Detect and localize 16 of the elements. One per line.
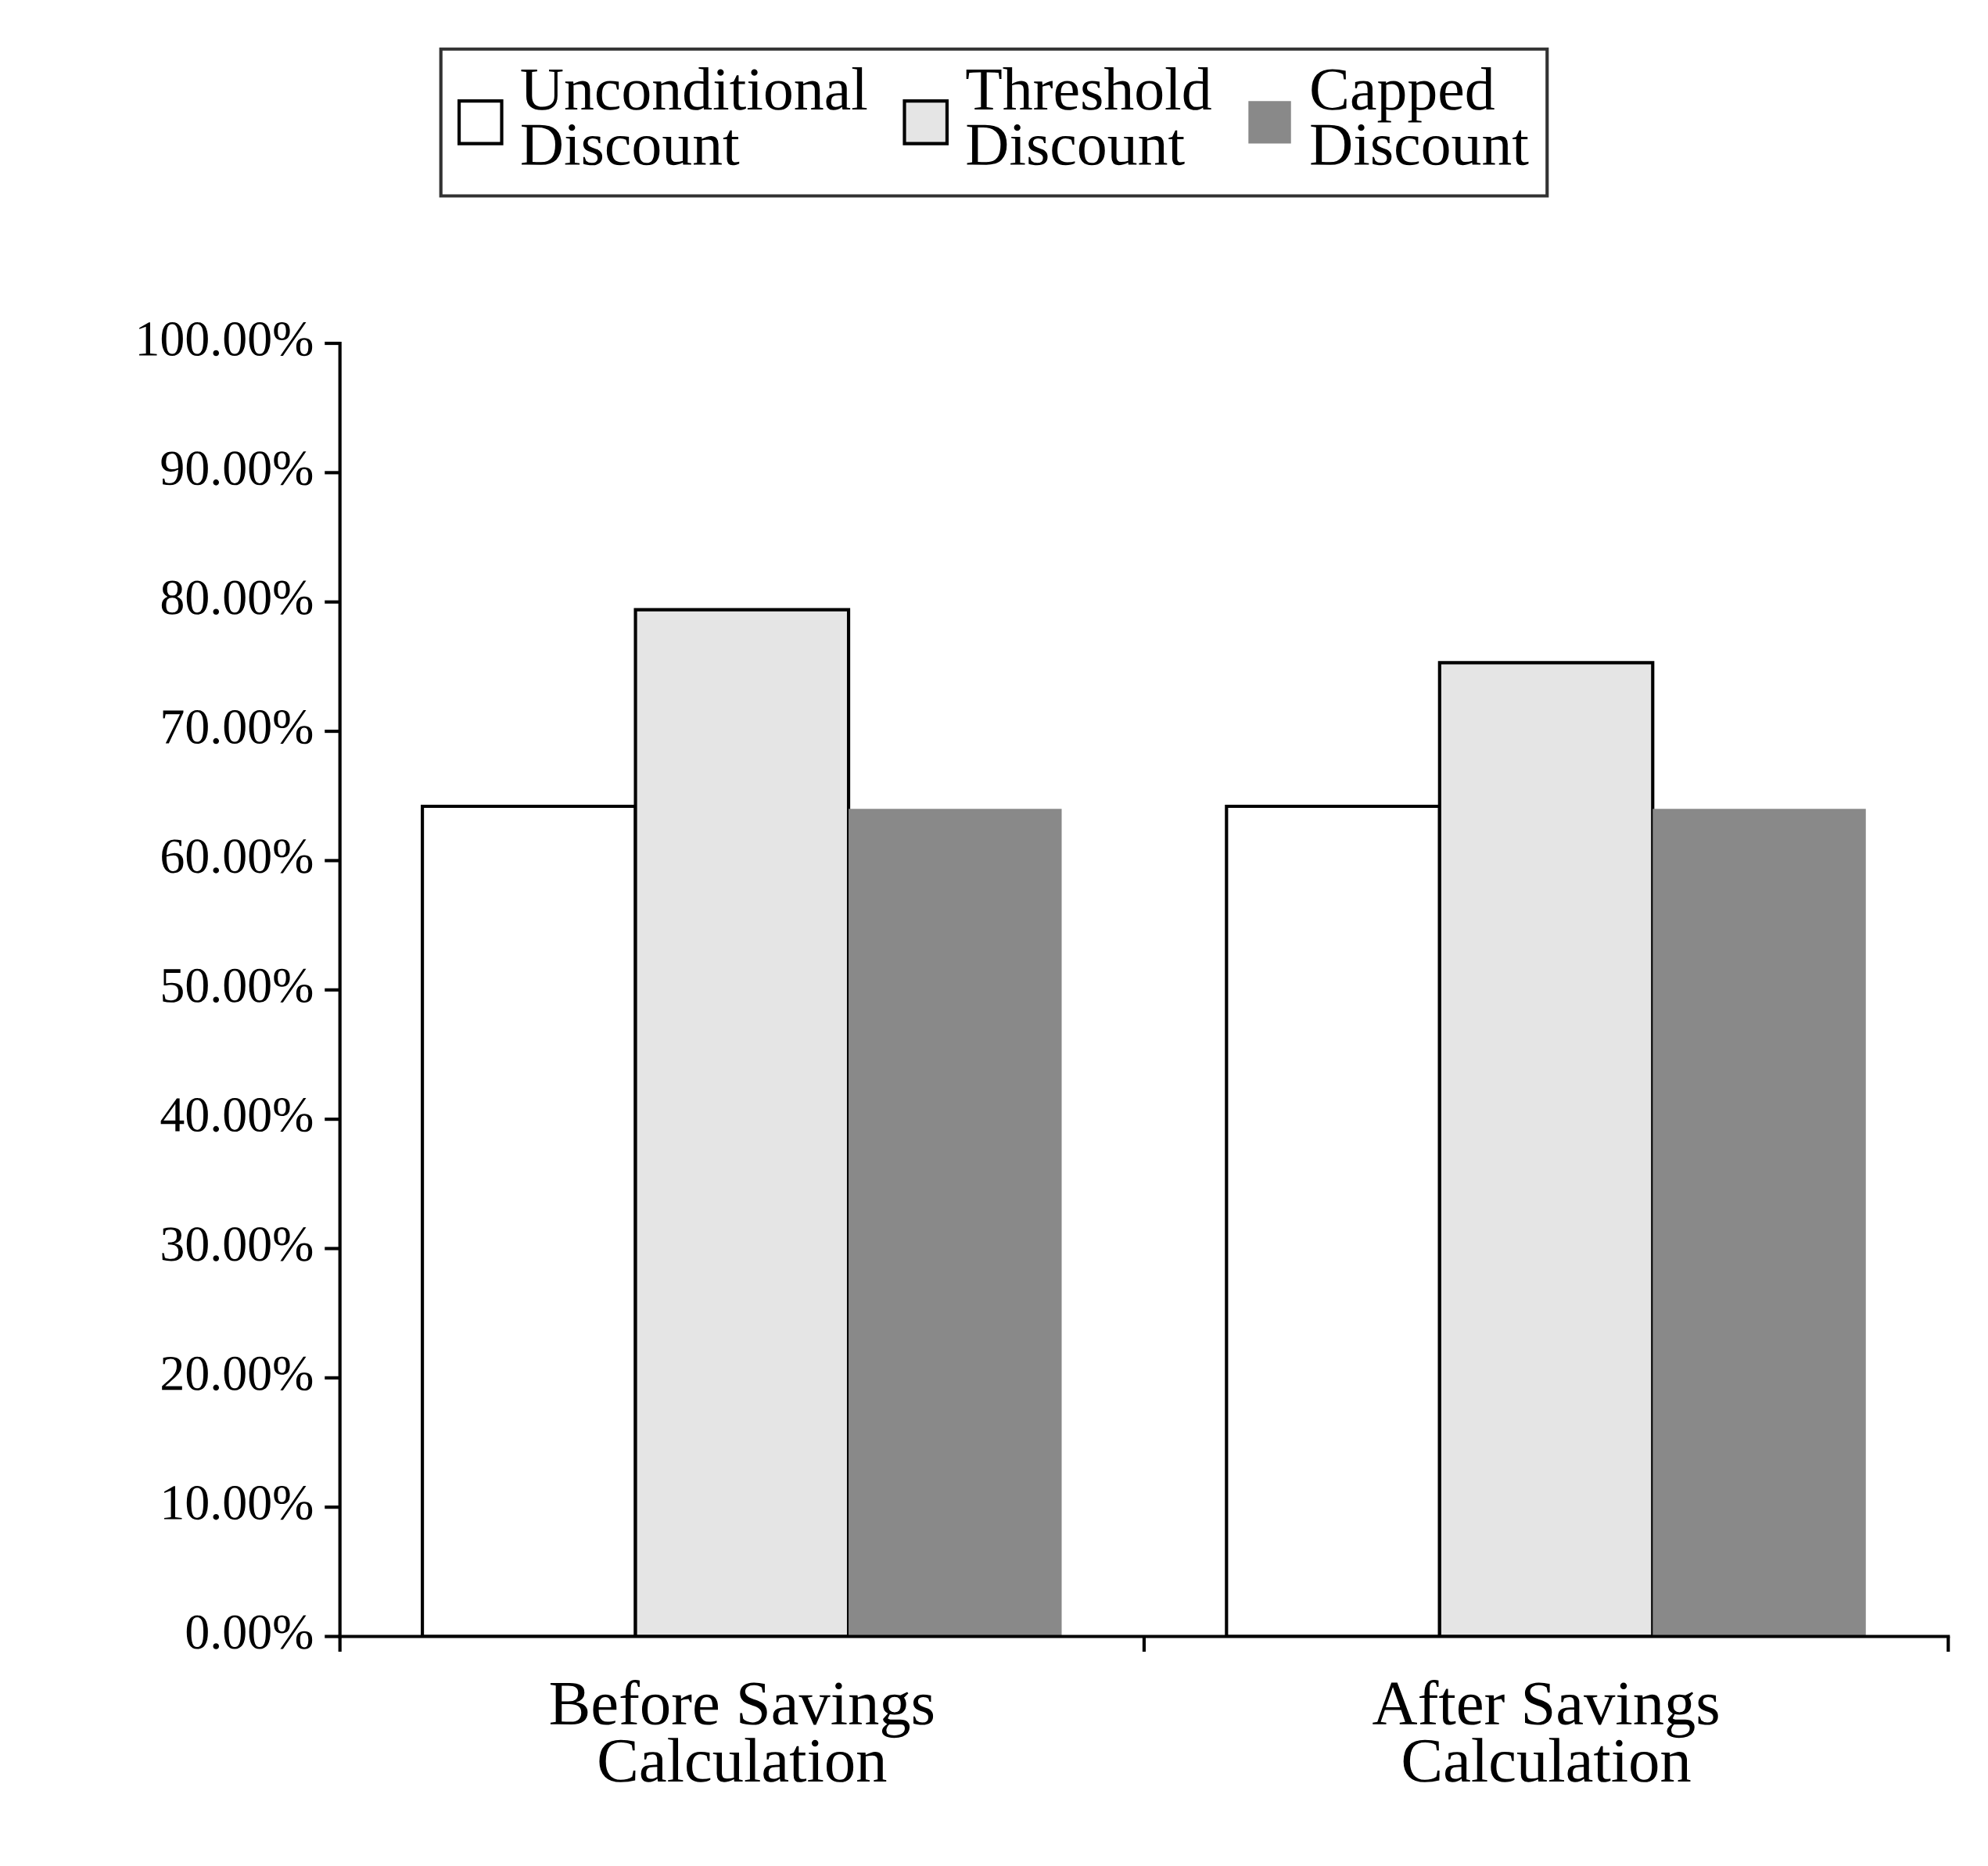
y-tick-label: 90.00% — [161, 451, 313, 486]
y-tick-label: 80.00% — [161, 580, 313, 615]
y-tick-label: 0.00% — [186, 1615, 313, 1649]
y-tick-label: 100.00% — [139, 321, 313, 357]
y-tick-label: 70.00% — [163, 709, 313, 745]
y-tick-label: 50.00% — [163, 968, 313, 1003]
y-tick-label: 20.00% — [162, 1356, 313, 1391]
y-tick-label: 10.00% — [164, 1486, 313, 1520]
y-tick-label: 40.00% — [160, 1098, 313, 1132]
legend-label: Unconditional Discount — [521, 67, 867, 166]
x-tick-label: After Savings Calculation — [1373, 1680, 1718, 1782]
legend-label: Threshold Discount — [966, 67, 1211, 166]
legend-label: Capped Discount — [1311, 67, 1529, 166]
x-tick-label: Before Savings Calculation — [550, 1680, 934, 1782]
y-tick-label: 30.00% — [162, 1227, 313, 1261]
y-tick-label: 60.00% — [162, 839, 313, 874]
